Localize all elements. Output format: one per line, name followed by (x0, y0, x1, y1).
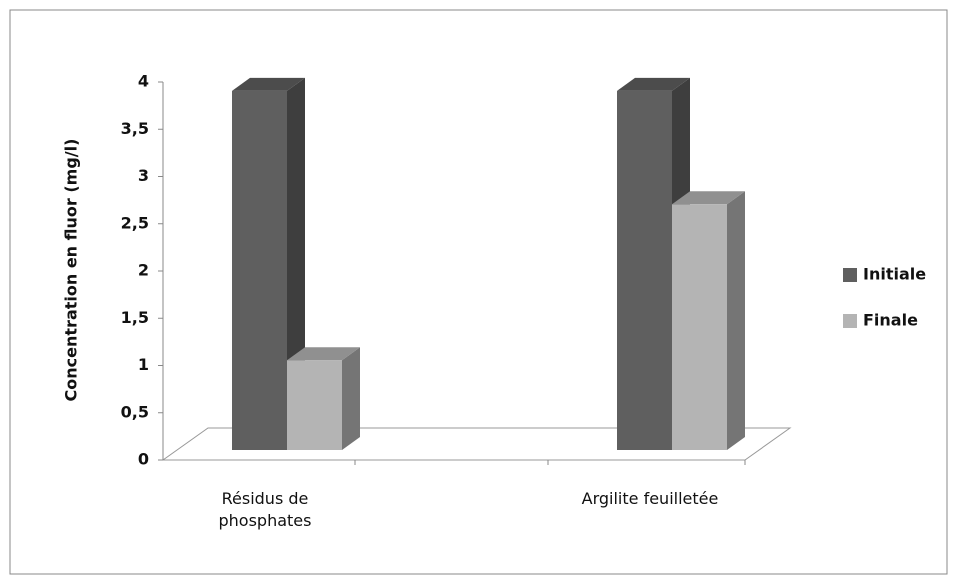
y-tick-label: 0 (138, 450, 149, 469)
bar-side (342, 347, 360, 450)
bar-side (727, 191, 745, 451)
bar-front (672, 204, 727, 450)
legend-swatch (843, 314, 857, 328)
y-tick-label: 0,5 (121, 402, 149, 421)
y-tick-label: 2,5 (121, 213, 149, 232)
legend-swatch (843, 268, 857, 282)
y-tick-label: 3 (138, 166, 149, 185)
chart-border (9, 9, 948, 575)
x-tick-label-box: Argilite feuilletée (581, 489, 719, 508)
y-tick-label: 1,5 (121, 308, 149, 327)
y-axis-label: Concentration en fluor (mg/l) (62, 139, 81, 402)
legend-label: Finale (863, 311, 918, 330)
bar-top (287, 347, 360, 361)
y-tick-label: 1 (138, 355, 149, 374)
bar-top (617, 77, 690, 91)
legend-label: Initiale (863, 265, 926, 284)
x-tick-label-box: Résidus de phosphates (218, 489, 312, 530)
bar (287, 347, 360, 450)
bar-front (617, 90, 672, 451)
bar-front (232, 90, 287, 451)
bar-top (232, 77, 305, 91)
bar (672, 191, 745, 451)
bar-front (287, 360, 342, 450)
x-tick-label: Résidus de phosphates (218, 489, 312, 530)
y-tick-label: 2 (138, 261, 149, 280)
bar-top (672, 191, 745, 205)
y-tick-label: 3,5 (121, 119, 149, 138)
bar (232, 77, 305, 451)
x-tick-label: Argilite feuilletée (581, 489, 719, 508)
y-tick-label: 4 (138, 72, 149, 91)
